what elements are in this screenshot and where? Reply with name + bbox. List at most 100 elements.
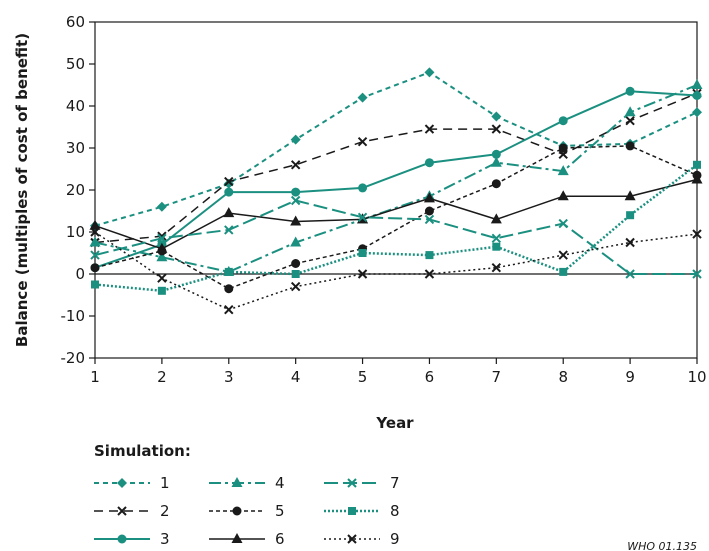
x-tick-label: 7: [492, 368, 502, 386]
legend-swatch-marker-5: [232, 506, 242, 516]
data-point-7-10-stroke: [692, 269, 702, 279]
legend-swatch-marker-1: [117, 478, 127, 488]
x-tick-label: 5: [358, 368, 368, 386]
legend-item-3: 3: [94, 530, 170, 548]
data-point-9-2-stroke: [157, 273, 167, 283]
y-tick-label: 30: [66, 139, 85, 157]
legend-label-9: 9: [390, 530, 400, 548]
data-point-7-2-stroke: [157, 233, 167, 244]
y-tick-label: 0: [75, 265, 85, 283]
x-tick-label: 4: [291, 368, 301, 386]
data-point-4-4: [290, 236, 302, 247]
data-point-8-3: [224, 267, 233, 276]
data-point-5-7: [491, 179, 501, 189]
legend-label-7: 7: [390, 474, 400, 492]
series-line-1: [94, 71, 698, 227]
y-axis-title: Balance (multiples of cost of benefit): [13, 33, 31, 347]
data-point-7-8: [558, 218, 568, 229]
data-point-3-6: [424, 158, 434, 168]
data-point-2-7-stroke: [491, 124, 502, 134]
data-point-2-8-stroke: [558, 149, 568, 160]
data-point-3-7: [491, 149, 501, 159]
legend: 1 2 3 4 5 6 7 8 9: [94, 474, 400, 548]
data-point-6-6: [423, 192, 435, 203]
data-point-6-4: [290, 215, 302, 226]
series-line-4: [94, 84, 698, 273]
data-point-5-9: [625, 141, 635, 151]
data-point-2-9: [625, 115, 635, 126]
data-point-1-4: [290, 134, 301, 145]
legend-swatch-marker-2-stroke: [117, 506, 127, 516]
data-point-7-3-stroke: [224, 225, 234, 235]
legend-item-7: 7: [324, 474, 400, 492]
data-point-9-6: [424, 269, 435, 279]
legend-swatch-marker-7-stroke: [347, 478, 357, 488]
legend-item-4: 4: [209, 474, 285, 492]
data-point-7-1: [90, 250, 100, 260]
data-point-4-8: [557, 165, 569, 176]
y-tick-label: 50: [66, 55, 85, 73]
credit-label: WHO 01.135: [627, 540, 697, 551]
data-point-7-2: [157, 233, 167, 244]
plot-area: -20 -10 0 10 20 30 40 50 60 1 2 3 4 5 6 7 8 9 10: [61, 13, 707, 386]
series-5: [90, 141, 702, 294]
y-tick-label: -10: [61, 307, 86, 325]
legend-swatch-marker-9: [347, 534, 357, 544]
series-4: [89, 79, 703, 276]
data-point-9-1-stroke: [90, 227, 100, 237]
data-point-2-4-stroke: [290, 160, 301, 170]
data-point-8-1: [91, 280, 99, 289]
data-point-6-10: [691, 173, 703, 184]
legend-title: Simulation:: [94, 442, 191, 460]
legend-item-6: 6: [209, 530, 285, 548]
data-point-9-4: [290, 281, 301, 292]
data-point-2-3: [224, 176, 234, 187]
data-point-8-9: [626, 211, 635, 220]
data-point-2-5-stroke: [357, 136, 368, 147]
data-point-7-6-stroke: [424, 214, 435, 225]
data-point-9-6-stroke: [424, 269, 435, 279]
data-point-9-8-stroke: [558, 250, 568, 260]
series-1: [90, 67, 702, 231]
x-tick-label: 10: [687, 368, 706, 386]
data-point-2-6: [424, 124, 435, 134]
y-tick-label: 20: [66, 181, 85, 199]
data-point-1-6: [424, 67, 435, 78]
data-point-5-6: [424, 206, 434, 216]
legend-swatch-marker-4: [231, 477, 243, 487]
data-point-8-5: [358, 249, 367, 257]
data-point-8-2: [157, 286, 166, 295]
legend-swatch-marker-7: [347, 478, 357, 488]
data-point-3-3: [224, 187, 234, 197]
data-point-9-4-stroke: [290, 281, 301, 292]
legend-swatch-marker-6: [231, 533, 243, 543]
data-point-9-7: [491, 262, 502, 273]
data-point-4-10: [691, 79, 703, 89]
data-point-2-4: [290, 160, 301, 170]
data-point-9-7-stroke: [491, 262, 502, 273]
x-axis-title: Year: [375, 414, 414, 432]
data-point-6-3: [223, 207, 235, 218]
legend-item-8: 8: [324, 502, 400, 520]
y-tick-label: 60: [66, 13, 85, 31]
y-tick-label: 10: [66, 223, 85, 241]
legend-item-5: 5: [209, 502, 285, 520]
data-point-7-10: [692, 269, 702, 279]
legend-item-2: 2: [94, 502, 170, 520]
data-point-9-5-stroke: [357, 269, 368, 279]
data-point-2-9-stroke: [625, 115, 635, 126]
series-line-5: [94, 145, 698, 290]
data-point-6-7: [490, 213, 502, 224]
data-point-7-9-stroke: [625, 269, 635, 279]
data-point-9-3-stroke: [224, 304, 234, 315]
data-point-1-5: [357, 92, 368, 103]
legend-label-4: 4: [275, 474, 285, 492]
data-point-9-3: [224, 304, 234, 315]
data-point-2-5: [357, 136, 368, 147]
data-point-8-6: [425, 251, 434, 260]
legend-label-5: 5: [275, 502, 285, 520]
data-point-8-4: [291, 270, 300, 278]
data-point-2-7: [491, 124, 502, 134]
data-point-7-6: [424, 214, 435, 225]
